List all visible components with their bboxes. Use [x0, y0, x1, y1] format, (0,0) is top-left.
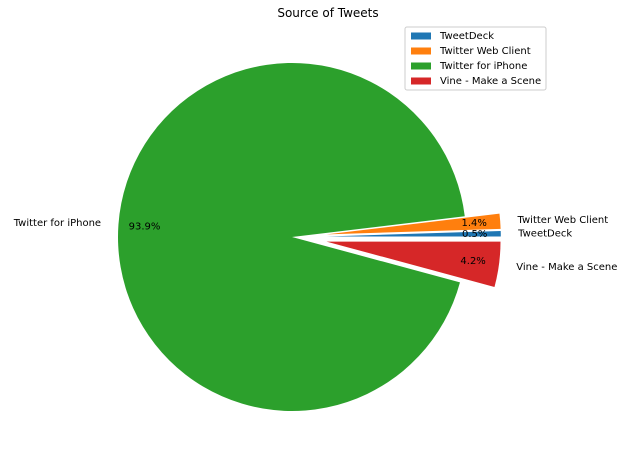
slice-pct-twitter-web-client: 1.4%	[461, 218, 486, 229]
legend-swatch-twitter-web-client	[411, 47, 431, 55]
pie-slice-tweetdeck	[326, 230, 501, 237]
legend-box	[404, 26, 547, 91]
legend-label-vine-make-a-scene: Vine - Make a Scene	[440, 76, 541, 87]
legend-label-tweetdeck: TweetDeck	[439, 31, 494, 42]
slice-label-twitter-web-client: Twitter Web Client	[517, 215, 609, 226]
legend: TweetDeck Twitter Web Client Twitter for i…	[404, 26, 547, 91]
slice-pct-twitter-for-iphone: 93.9%	[129, 221, 161, 232]
legend-label-twitter-web-client: Twitter Web Client	[439, 46, 531, 57]
pie-slices	[117, 63, 501, 412]
pie-slice-twitter-web-client	[326, 213, 501, 235]
legend-swatch-tweetdeck	[411, 32, 431, 40]
slice-label-vine-make-a-scene: Vine - Make a Scene	[516, 262, 617, 273]
legend-label-twitter-for-iphone: Twitter for iPhone	[439, 61, 527, 72]
slice-label-twitter-for-iphone: Twitter for iPhone	[13, 218, 101, 229]
legend-swatch-twitter-for-iphone	[411, 62, 431, 70]
pie-slice-twitter-for-iphone	[117, 63, 465, 412]
slice-pct-tweetdeck: 0.5%	[462, 229, 487, 240]
chart-title: Source of Tweets	[277, 6, 378, 20]
slice-label-tweetdeck: TweetDeck	[517, 228, 572, 239]
slice-pct-vine-make-a-scene: 4.2%	[460, 256, 485, 267]
legend-swatch-vine-make-a-scene	[411, 77, 431, 85]
pie-slice-vine-make-a-scene	[326, 241, 501, 287]
pie-labels: TweetDeck 0.5% Twitter Web Client 1.4% Twitt…	[13, 215, 618, 273]
